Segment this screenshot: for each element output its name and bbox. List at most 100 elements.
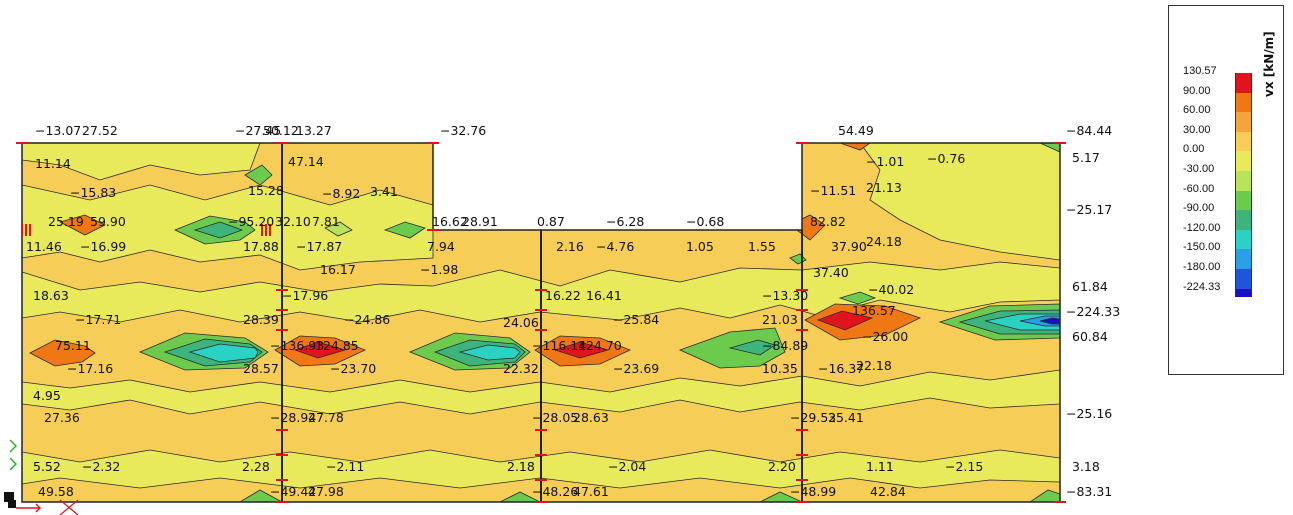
value-label: 27.36 — [44, 410, 80, 425]
legend-value: 90.00 — [1183, 84, 1211, 97]
contour-red-core — [553, 341, 610, 359]
value-label: −13.30 — [762, 288, 808, 303]
value-label: −48.99 — [790, 484, 836, 499]
value-label: 21.13 — [866, 180, 902, 195]
value-label: 82.82 — [810, 214, 846, 229]
value-label: −29.52 — [790, 410, 836, 425]
value-label: 124.85 — [315, 338, 359, 353]
value-label: −40.02 — [868, 282, 914, 297]
value-label: −0.76 — [927, 151, 965, 166]
legend-swatch — [1235, 151, 1252, 171]
value-label: 18.63 — [33, 288, 69, 303]
contour-green-bit — [238, 489, 283, 502]
legend-row: 60.00 — [1169, 102, 1269, 132]
contour-green-bit — [1039, 143, 1060, 153]
value-label: 136.57 — [852, 303, 896, 318]
value-label: −17.71 — [75, 312, 121, 327]
legend-value: 60.00 — [1183, 104, 1211, 117]
value-label: 42.84 — [870, 484, 906, 499]
value-label: 37.90 — [831, 239, 867, 254]
value-label: 0.87 — [537, 214, 565, 229]
value-label: 10.35 — [762, 361, 798, 376]
contour-orange-spot — [58, 214, 106, 236]
legend-row: -120.00 — [1169, 220, 1269, 250]
value-label: −17.16 — [67, 361, 113, 376]
value-label: 3.18 — [1072, 459, 1100, 474]
value-label: −26.00 — [862, 329, 908, 344]
value-label: 124.70 — [578, 338, 622, 353]
legend-value: -150.00 — [1183, 241, 1221, 254]
legend-swatch — [1235, 269, 1252, 289]
contour-green-lens — [324, 221, 353, 237]
value-label: 61.84 — [1072, 279, 1108, 294]
value-label: 32.10 — [275, 214, 311, 229]
value-label: 1.11 — [866, 459, 894, 474]
value-label: 50.12 — [263, 123, 299, 138]
legend-swatch — [1235, 131, 1252, 152]
value-label: −25.16 — [1066, 406, 1112, 421]
contour-green-bit — [499, 491, 541, 502]
value-label: −28.94 — [270, 410, 316, 425]
legend-value: 30.00 — [1183, 123, 1211, 136]
contour-green-lens — [244, 164, 273, 186]
legend-value: -60.00 — [1183, 182, 1215, 195]
value-label: 11.14 — [35, 156, 71, 171]
value-label: 24.06 — [503, 315, 539, 330]
value-label: 28.63 — [573, 410, 609, 425]
value-label: −16.99 — [80, 239, 126, 254]
contour-band-right — [859, 143, 1060, 261]
value-label: 28.39 — [243, 312, 279, 327]
contour-green-lens — [728, 339, 776, 356]
legend-swatch — [1235, 92, 1252, 113]
contour-cyan-core — [188, 343, 259, 363]
value-label: 5.17 — [1072, 150, 1100, 165]
value-label: −17.87 — [296, 239, 342, 254]
value-label: 54.49 — [838, 123, 874, 138]
contour-green-lens — [838, 291, 877, 305]
legend-swatch — [1235, 249, 1252, 269]
value-label: −0.68 — [686, 214, 724, 229]
legend-value: 0.00 — [1183, 143, 1205, 156]
legend-row: 0.00 — [1169, 141, 1269, 171]
value-label: 47.98 — [308, 484, 344, 499]
value-label: −6.28 — [606, 214, 644, 229]
value-label: −84.89 — [762, 338, 808, 353]
value-label: 21.03 — [762, 312, 798, 327]
color-legend: vx [kN/m] 130.57 90.00 60.00 30.00 0.00 -30.0… — [1168, 5, 1284, 375]
value-label: −27.45 — [235, 123, 281, 138]
legend-value: -120.00 — [1183, 221, 1221, 234]
value-label: 47.14 — [288, 154, 324, 169]
value-label: −25.84 — [613, 312, 659, 327]
value-label: −2.32 — [82, 459, 120, 474]
value-label: 16.62 — [432, 214, 468, 229]
contour-red-core — [816, 310, 874, 331]
value-label: 22.32 — [503, 361, 539, 376]
value-label: 17.88 — [243, 239, 279, 254]
value-label: 59.90 — [90, 214, 126, 229]
value-label: −2.04 — [608, 459, 646, 474]
value-label: 5.52 — [33, 459, 61, 474]
value-label: −2.11 — [326, 459, 364, 474]
value-label: −13.07 — [35, 123, 81, 138]
value-label: 13.27 — [296, 123, 332, 138]
wall-members — [281, 143, 803, 502]
contour-green-lens — [193, 221, 244, 239]
value-label: −83.31 — [1066, 484, 1112, 499]
contour-orange-spot — [839, 143, 872, 151]
value-label: 27.78 — [308, 410, 344, 425]
legend-value: -30.00 — [1183, 163, 1215, 175]
contour-green-bit — [1028, 489, 1060, 502]
value-label: −16.37 — [818, 361, 864, 376]
contour-green-bit — [759, 491, 803, 502]
value-label: −84.44 — [1066, 123, 1112, 138]
legend-row: -90.00 — [1169, 200, 1269, 230]
legend-row: -224.33 — [1169, 279, 1269, 299]
value-label: 28.91 — [462, 214, 498, 229]
value-label: 16.22 — [545, 288, 581, 303]
legend-row: -150.00 — [1169, 239, 1269, 269]
value-label: 22.18 — [856, 358, 892, 373]
value-label: 2.18 — [507, 459, 535, 474]
contour-orange-spot — [29, 339, 96, 367]
value-label: 1.05 — [686, 239, 714, 254]
